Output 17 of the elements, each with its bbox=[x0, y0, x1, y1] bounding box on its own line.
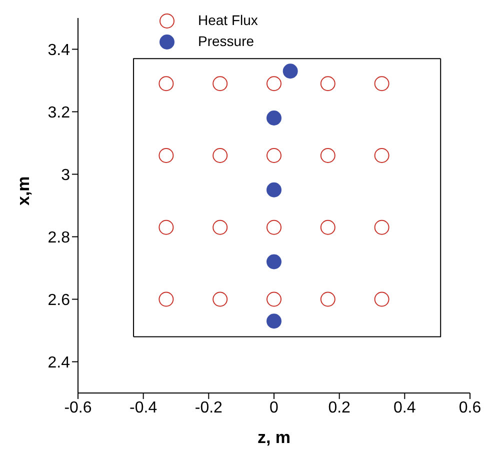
x-axis-title: z, m bbox=[257, 428, 291, 447]
y-axis-title: x,m bbox=[14, 176, 34, 206]
x-tick-label: 0.6 bbox=[458, 399, 482, 416]
y-tick-label: 3.4 bbox=[48, 42, 70, 59]
y-tick-label: 2.8 bbox=[48, 229, 70, 246]
x-tick-label: 0 bbox=[270, 399, 279, 416]
x-tick-label: 0.2 bbox=[328, 399, 351, 416]
y-tick-label: 2.4 bbox=[48, 354, 70, 372]
x-tick-label: -0.2 bbox=[194, 399, 223, 416]
legend-label: Pressure bbox=[198, 32, 254, 51]
x-tick-label: -0.4 bbox=[130, 399, 158, 416]
y-tick-label: 3.2 bbox=[48, 104, 70, 122]
y-tick-label: 3 bbox=[61, 166, 70, 184]
y-tick-label: 2.6 bbox=[48, 292, 70, 309]
legend-label: Heat Flux bbox=[198, 11, 258, 30]
x-tick-label: 0.4 bbox=[394, 399, 416, 416]
x-tick-label: -0.6 bbox=[64, 399, 92, 416]
